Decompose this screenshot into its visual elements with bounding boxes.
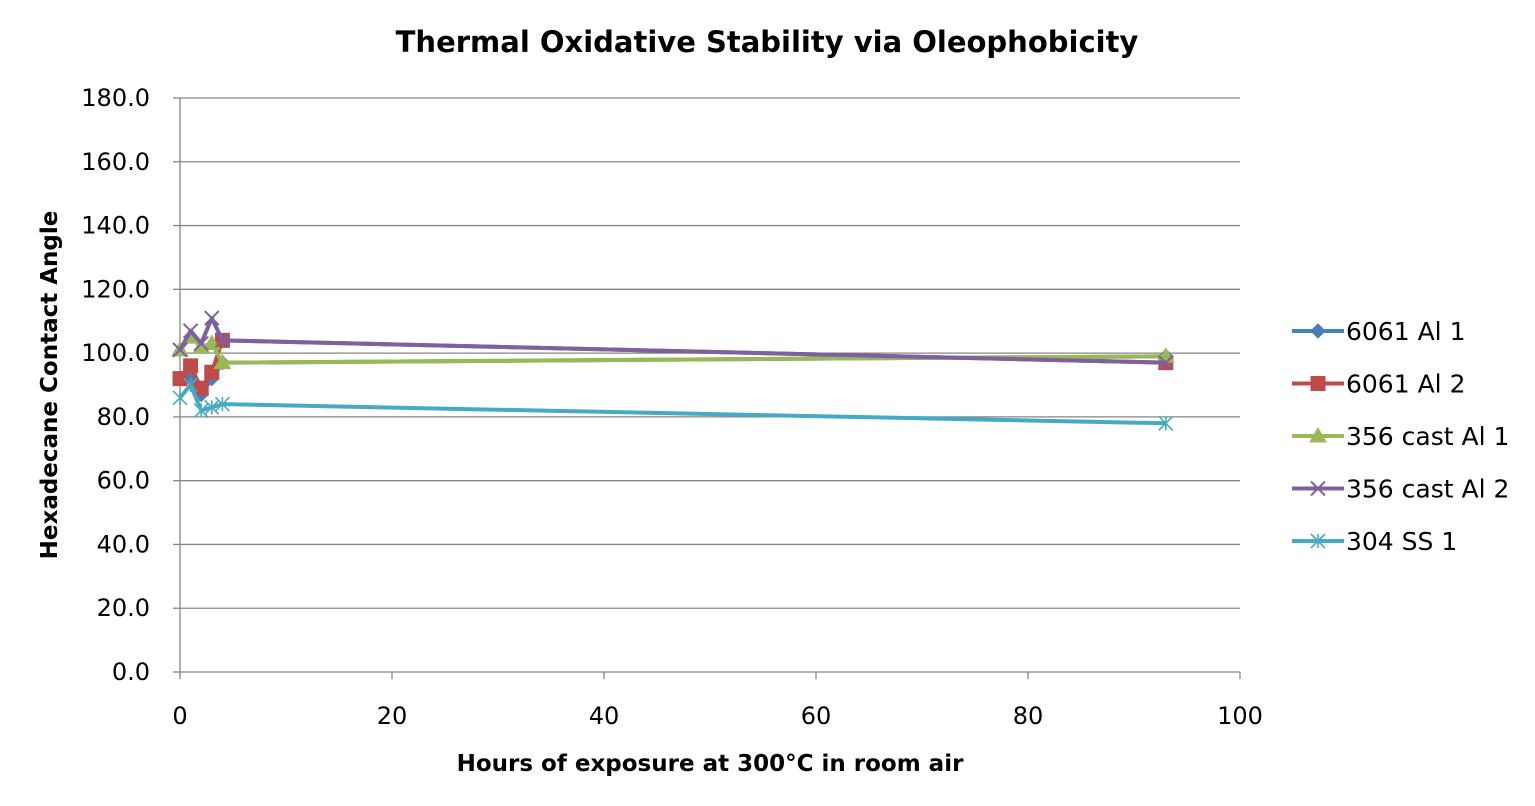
data-point [193,380,209,396]
legend-item: 356 cast Al 1 [1292,422,1509,451]
data-point [204,310,220,326]
data-point [214,396,230,412]
axes: 0.0 20.0 40.0 60.0 80.0 100.0 120.0 140.0 160.0 1… [81,84,1263,730]
series-line [178,316,1166,365]
legend-label: 6061 Al 1 [1346,317,1465,346]
data-point [193,335,209,352]
data-point [214,332,231,349]
y-tick-label: 60.0 [97,467,150,495]
legend-item: 356 cast Al 2 [1292,475,1509,504]
legend: 6061 Al 1 6061 Al 2 356 cast Al 1 356 cast … [1292,317,1509,556]
series-356-cast-al-1 [171,328,1175,370]
x-tick-label: 20 [377,702,408,730]
y-tick-label: 160.0 [81,148,150,176]
legend-label: 356 cast Al 1 [1346,422,1509,451]
series-304-ss-1 [172,377,1174,431]
y-tick-label: 20.0 [97,594,150,622]
legend-item: 6061 Al 1 [1292,317,1465,346]
x-tick-label: 80 [1013,702,1044,730]
series-group [171,310,1175,431]
y-tick-label: 0.0 [112,658,150,686]
data-point [1309,426,1327,443]
x-axis-title: Hours of exposure at 300°C in room air [457,751,964,777]
y-tick-label: 100.0 [81,339,150,367]
chart-title: Thermal Oxidative Stability via Oleophob… [396,25,1139,59]
data-point [182,323,199,339]
legend-item: 6061 Al 2 [1292,370,1465,399]
x-tick-label: 60 [801,702,832,730]
legend-label: 356 cast Al 2 [1346,475,1509,504]
data-point [172,371,188,387]
series-356-cast-al-2 [172,310,1174,371]
data-point [1310,480,1326,497]
y-axis-title: Hexadecane Contact Angle [37,211,63,560]
data-point [1158,354,1174,371]
data-point [172,390,188,406]
series-line [178,338,1166,391]
y-tick-label: 80.0 [97,403,150,431]
y-tick-label: 140.0 [81,212,150,240]
x-tick-label: 100 [1217,702,1263,730]
y-tick-label: 40.0 [97,530,150,558]
data-point [1158,415,1174,431]
legend-label: 6061 Al 2 [1346,370,1465,399]
data-point [204,399,220,415]
y-tick-label: 180.0 [81,84,150,112]
data-point [1310,533,1326,549]
data-point [1310,323,1326,339]
y-tick-label: 120.0 [81,275,150,303]
legend-item: 304 SS 1 [1292,527,1457,556]
data-point [213,353,232,370]
data-point [183,358,199,374]
data-point [172,342,188,358]
x-tick-label: 40 [589,702,620,730]
legend-label: 304 SS 1 [1346,527,1457,556]
x-tick-label: 0 [172,702,187,730]
data-point [193,402,209,419]
data-point [1310,376,1326,391]
data-point [183,377,199,393]
